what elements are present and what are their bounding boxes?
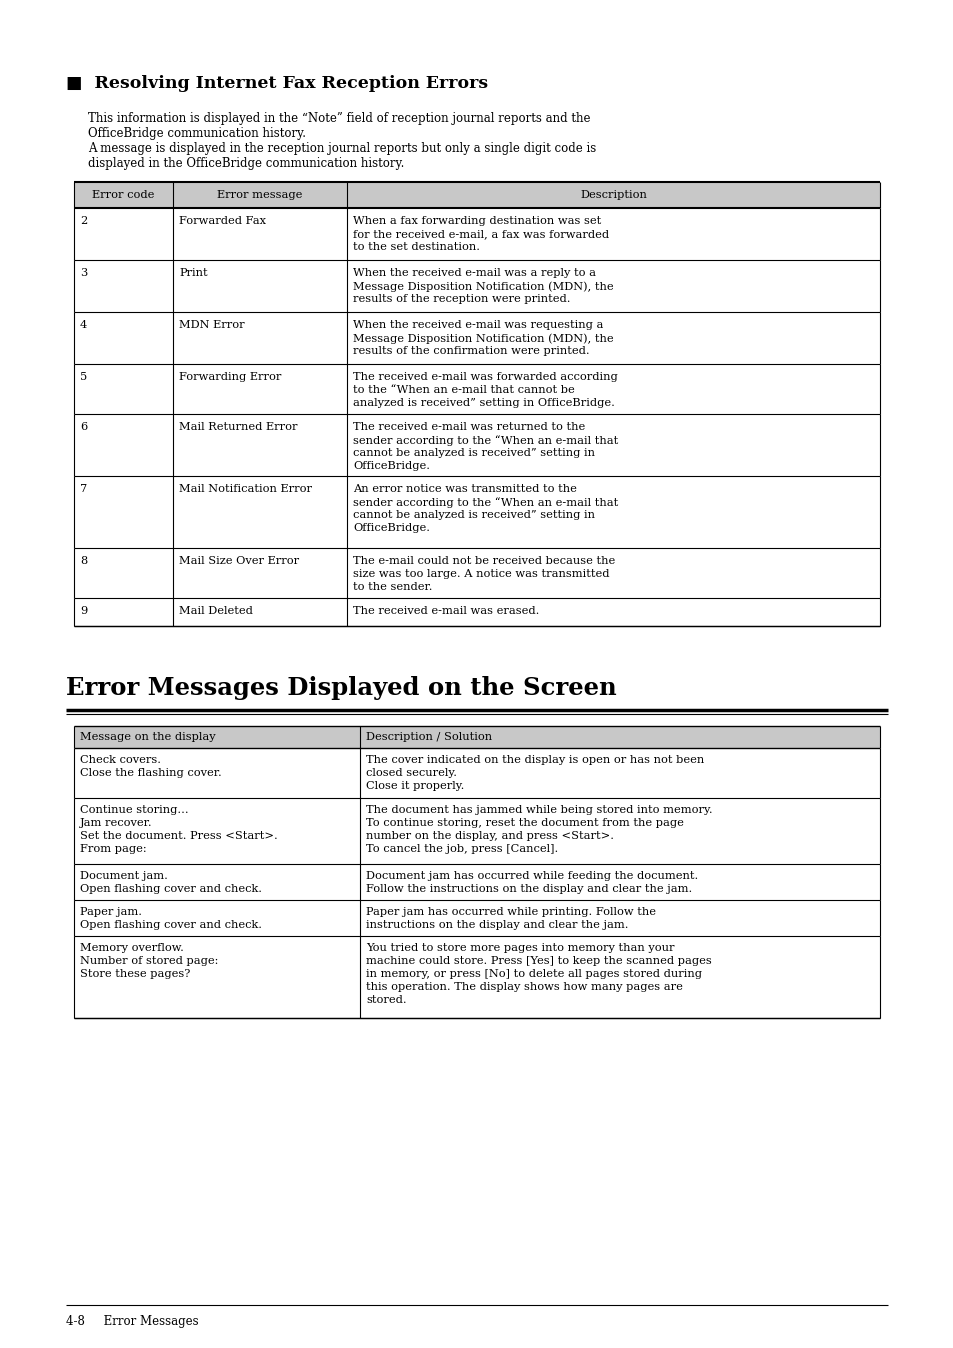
Text: Description / Solution: Description / Solution — [366, 732, 492, 741]
Bar — [74, 182, 879, 208]
Text: instructions on the display and clear the jam.: instructions on the display and clear th… — [366, 919, 628, 930]
Text: The received e-mail was forwarded according: The received e-mail was forwarded accord… — [353, 372, 618, 381]
Text: The cover indicated on the display is open or has not been: The cover indicated on the display is op… — [366, 755, 703, 766]
Text: displayed in the OfficeBridge communication history.: displayed in the OfficeBridge communicat… — [88, 156, 404, 170]
Text: 9: 9 — [80, 607, 87, 616]
Text: Message Disposition Notification (MDN), the: Message Disposition Notification (MDN), … — [353, 333, 613, 344]
Text: Document jam has occurred while feeding the document.: Document jam has occurred while feeding … — [366, 871, 698, 882]
Text: Continue storing…: Continue storing… — [80, 805, 189, 816]
Text: results of the reception were printed.: results of the reception were printed. — [353, 294, 570, 305]
Text: 3: 3 — [80, 268, 87, 278]
Text: A message is displayed in the reception journal reports but only a single digit : A message is displayed in the reception … — [88, 142, 596, 155]
Text: To continue storing, reset the document from the page: To continue storing, reset the document … — [366, 818, 683, 828]
Text: 7: 7 — [80, 484, 87, 493]
Text: machine could store. Press [Yes] to keep the scanned pages: machine could store. Press [Yes] to keep… — [366, 956, 711, 967]
Text: Print: Print — [179, 268, 208, 278]
Text: Close it properly.: Close it properly. — [366, 780, 464, 791]
Text: results of the confirmation were printed.: results of the confirmation were printed… — [353, 346, 589, 356]
Text: sender according to the “When an e-mail that: sender according to the “When an e-mail … — [353, 497, 618, 508]
Text: Message on the display: Message on the display — [80, 732, 215, 741]
Text: analyzed is received” setting in OfficeBridge.: analyzed is received” setting in OfficeB… — [353, 398, 615, 408]
Text: From page:: From page: — [80, 844, 147, 855]
Text: Document jam.: Document jam. — [80, 871, 168, 882]
Text: size was too large. A notice was transmitted: size was too large. A notice was transmi… — [353, 569, 609, 580]
Text: Check covers.: Check covers. — [80, 755, 161, 766]
Text: this operation. The display shows how many pages are: this operation. The display shows how ma… — [366, 981, 682, 992]
Text: number on the display, and press <Start>.: number on the display, and press <Start>… — [366, 830, 614, 841]
Text: to the “When an e-mail that cannot be: to the “When an e-mail that cannot be — [353, 386, 574, 395]
Text: Number of stored page:: Number of stored page: — [80, 956, 218, 967]
Text: Description: Description — [579, 190, 646, 200]
Text: 5: 5 — [80, 372, 87, 381]
Text: 6: 6 — [80, 422, 87, 431]
Text: cannot be analyzed is received” setting in: cannot be analyzed is received” setting … — [353, 510, 595, 520]
Text: This information is displayed in the “Note” field of reception journal reports a: This information is displayed in the “No… — [88, 112, 590, 125]
Text: Mail Notification Error: Mail Notification Error — [179, 484, 312, 493]
Text: Paper jam has occurred while printing. Follow the: Paper jam has occurred while printing. F… — [366, 907, 656, 917]
Text: Follow the instructions on the display and clear the jam.: Follow the instructions on the display a… — [366, 884, 692, 894]
Bar — [74, 727, 879, 748]
Text: Open flashing cover and check.: Open flashing cover and check. — [80, 884, 262, 894]
Text: 4: 4 — [80, 319, 87, 330]
Text: closed securely.: closed securely. — [366, 768, 456, 778]
Text: stored.: stored. — [366, 995, 406, 1006]
Text: Open flashing cover and check.: Open flashing cover and check. — [80, 919, 262, 930]
Text: You tried to store more pages into memory than your: You tried to store more pages into memor… — [366, 944, 674, 953]
Text: An error notice was transmitted to the: An error notice was transmitted to the — [353, 484, 577, 493]
Text: MDN Error: MDN Error — [179, 319, 244, 330]
Text: Close the flashing cover.: Close the flashing cover. — [80, 768, 221, 778]
Text: Mail Returned Error: Mail Returned Error — [179, 422, 297, 431]
Text: The received e-mail was returned to the: The received e-mail was returned to the — [353, 422, 584, 431]
Text: Set the document. Press <Start>.: Set the document. Press <Start>. — [80, 830, 277, 841]
Text: Mail Deleted: Mail Deleted — [179, 607, 253, 616]
Text: Forwarding Error: Forwarding Error — [179, 372, 281, 381]
Text: to the sender.: to the sender. — [353, 582, 432, 592]
Text: for the received e-mail, a fax was forwarded: for the received e-mail, a fax was forwa… — [353, 229, 608, 239]
Text: Paper jam.: Paper jam. — [80, 907, 142, 917]
Text: 2: 2 — [80, 216, 87, 226]
Text: Memory overflow.: Memory overflow. — [80, 944, 184, 953]
Text: When the received e-mail was a reply to a: When the received e-mail was a reply to … — [353, 268, 596, 278]
Text: in memory, or press [No] to delete all pages stored during: in memory, or press [No] to delete all p… — [366, 969, 701, 979]
Text: The e-mail could not be received because the: The e-mail could not be received because… — [353, 555, 615, 566]
Text: sender according to the “When an e-mail that: sender according to the “When an e-mail … — [353, 435, 618, 446]
Text: The document has jammed while being stored into memory.: The document has jammed while being stor… — [366, 805, 712, 816]
Text: Error Messages Displayed on the Screen: Error Messages Displayed on the Screen — [66, 675, 616, 700]
Text: Error message: Error message — [217, 190, 302, 200]
Text: Forwarded Fax: Forwarded Fax — [179, 216, 266, 226]
Text: 8: 8 — [80, 555, 87, 566]
Text: OfficeBridge communication history.: OfficeBridge communication history. — [88, 127, 306, 139]
Text: The received e-mail was erased.: The received e-mail was erased. — [353, 607, 538, 616]
Text: Store these pages?: Store these pages? — [80, 969, 191, 979]
Text: When a fax forwarding destination was set: When a fax forwarding destination was se… — [353, 216, 600, 226]
Text: ■  Resolving Internet Fax Reception Errors: ■ Resolving Internet Fax Reception Error… — [66, 75, 488, 92]
Text: To cancel the job, press [Cancel].: To cancel the job, press [Cancel]. — [366, 844, 558, 855]
Text: cannot be analyzed is received” setting in: cannot be analyzed is received” setting … — [353, 448, 595, 458]
Text: 4-8     Error Messages: 4-8 Error Messages — [66, 1316, 198, 1328]
Text: to the set destination.: to the set destination. — [353, 243, 479, 252]
Text: Message Disposition Notification (MDN), the: Message Disposition Notification (MDN), … — [353, 280, 613, 291]
Text: Error code: Error code — [92, 190, 154, 200]
Text: Jam recover.: Jam recover. — [80, 818, 152, 828]
Text: When the received e-mail was requesting a: When the received e-mail was requesting … — [353, 319, 602, 330]
Text: OfficeBridge.: OfficeBridge. — [353, 461, 430, 470]
Text: Mail Size Over Error: Mail Size Over Error — [179, 555, 299, 566]
Text: OfficeBridge.: OfficeBridge. — [353, 523, 430, 532]
